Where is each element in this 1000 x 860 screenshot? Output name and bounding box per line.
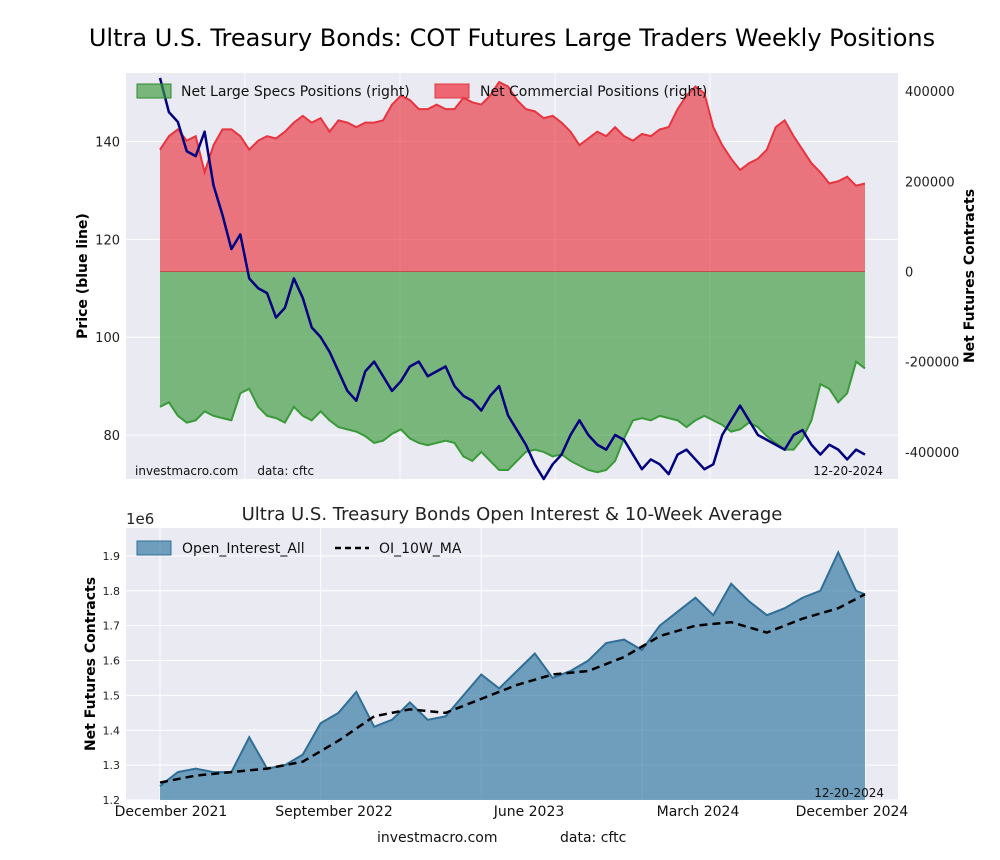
right-tick-label-2: 0: [905, 265, 913, 280]
commercial-area: [160, 82, 865, 272]
ma-line: [159, 593, 866, 784]
oi-tick-label-4: 1.6: [103, 655, 121, 668]
oi-title: Ultra U.S. Treasury Bonds Open Interest …: [242, 504, 783, 525]
oi-tick-label-7: 1.9: [103, 550, 121, 563]
oi-tick-label-6: 1.8: [103, 585, 121, 598]
large-specs-line: [159, 360, 866, 474]
positions-legend: Net Large Specs Positions (right) Net Co…: [136, 83, 707, 100]
legend-swatch-open-interest: [136, 540, 172, 556]
oi-axis-label: Net Futures Contracts: [83, 577, 99, 751]
right-tick-label-0: -400000: [905, 446, 959, 461]
oi-tick-label-0: 1.2: [103, 794, 121, 807]
right-tick-label-1: -200000: [905, 356, 959, 371]
legend-label-open-interest: Open_Interest_All: [182, 541, 305, 557]
left-tick-label-0: 80: [103, 429, 120, 444]
legend-label-ma: OI_10W_MA: [379, 541, 462, 557]
commercial-line: [159, 80, 866, 187]
x-tick-label-4: December 2024: [796, 804, 909, 820]
x-tick-label-0: December 2021: [115, 804, 228, 820]
right-tick-label-3: 200000: [905, 175, 955, 190]
left-axis-label: Price (blue line): [75, 213, 91, 339]
oi-tick-label-1: 1.3: [103, 759, 121, 772]
oi-tick-label-5: 1.7: [103, 620, 121, 633]
left-tick-label-2: 120: [95, 233, 120, 248]
date-note-top: 12-20-2024: [813, 464, 883, 478]
left-tick-label-3: 140: [95, 135, 120, 150]
oi-legend: Open_Interest_All OI_10W_MA: [136, 540, 462, 557]
x-tick-label-3: March 2024: [657, 804, 740, 820]
oi-tick-label-3: 1.5: [103, 689, 121, 702]
main-title: Ultra U.S. Treasury Bonds: COT Futures L…: [89, 24, 935, 52]
legend-swatch-large-specs: [136, 83, 172, 99]
large-specs-area: [160, 271, 865, 473]
right-axis-label: Net Futures Contracts: [962, 189, 978, 363]
left-tick-label-1: 100: [95, 331, 120, 346]
price-line: [158, 77, 866, 481]
legend-label-large-specs: Net Large Specs Positions (right): [181, 84, 410, 100]
oi-exponent-label: 1e6: [126, 510, 154, 528]
right-tick-label-4: 400000: [905, 85, 955, 100]
footer-site: investmacro.com: [377, 830, 497, 846]
oi-tick-label-2: 1.4: [103, 724, 121, 737]
source-note-top: investmacro.com data: cftc: [135, 464, 314, 478]
open-interest-panel: 1.2 1.3 1.4 1.5 1.6 1.7 1.8 1.9 December 2021 Se…: [83, 510, 908, 820]
date-note-bottom: 12-20-2024: [814, 786, 884, 800]
footer-data: data: cftc: [560, 830, 626, 846]
x-tick-label-1: September 2022: [275, 804, 392, 820]
legend-swatch-commercial: [434, 83, 470, 99]
x-tick-label-2: June 2023: [493, 804, 565, 820]
legend-label-commercial: Net Commercial Positions (right): [480, 84, 707, 100]
